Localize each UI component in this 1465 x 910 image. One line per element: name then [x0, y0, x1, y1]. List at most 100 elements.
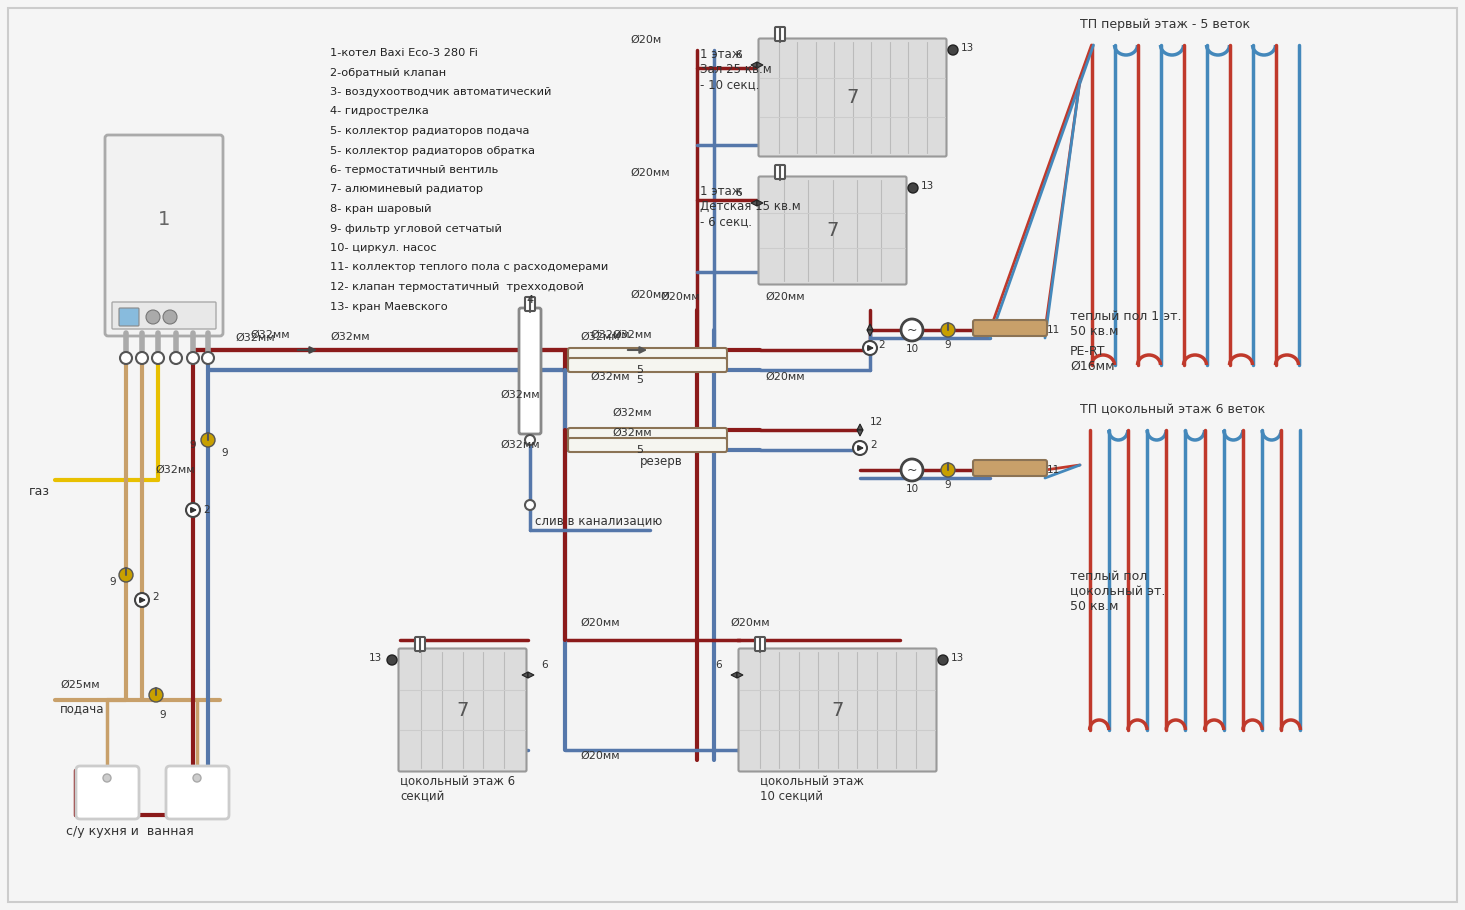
Text: с/у кухня и  ванная: с/у кухня и ванная [66, 825, 193, 838]
Text: 2: 2 [152, 592, 158, 602]
Text: 1 этаж
Зал 25 кв.м
- 10 секц.: 1 этаж Зал 25 кв.м - 10 секц. [700, 48, 772, 91]
Text: Ø20мм: Ø20мм [630, 290, 670, 300]
Text: Ø32мм: Ø32мм [612, 408, 652, 418]
Text: Ø32мм: Ø32мм [590, 372, 630, 382]
Polygon shape [867, 324, 873, 330]
FancyBboxPatch shape [759, 177, 907, 285]
Text: Ø32мм: Ø32мм [612, 330, 652, 340]
Circle shape [908, 183, 919, 193]
Text: 4- гидрострелка: 4- гидрострелка [330, 106, 429, 116]
Text: Ø20мм: Ø20мм [580, 751, 620, 761]
Circle shape [149, 688, 163, 702]
Text: 9: 9 [221, 448, 227, 458]
Text: Ø20мм: Ø20мм [730, 618, 769, 628]
Text: 11: 11 [1047, 325, 1061, 335]
Circle shape [186, 503, 201, 517]
Text: 7: 7 [456, 701, 469, 720]
FancyBboxPatch shape [759, 38, 946, 157]
Text: Ø20м: Ø20м [630, 35, 661, 45]
FancyBboxPatch shape [568, 428, 727, 442]
Text: 9- фильтр угловой сетчатый: 9- фильтр угловой сетчатый [330, 224, 502, 234]
Text: 1-котел Baxi Eco-3 280 Fi: 1-котел Baxi Eco-3 280 Fi [330, 48, 478, 58]
Text: 7: 7 [847, 88, 858, 107]
Text: 13: 13 [951, 653, 964, 663]
Text: 13: 13 [369, 653, 382, 663]
Text: Ø20мм: Ø20мм [765, 372, 804, 382]
FancyBboxPatch shape [775, 165, 785, 179]
Circle shape [853, 441, 867, 455]
Text: 10: 10 [905, 484, 919, 494]
Polygon shape [731, 672, 737, 678]
Polygon shape [867, 330, 873, 336]
Text: 9: 9 [110, 577, 116, 587]
Circle shape [120, 352, 132, 364]
Text: 5- коллектор радиаторов обратка: 5- коллектор радиаторов обратка [330, 146, 535, 156]
FancyBboxPatch shape [111, 302, 215, 329]
Text: слив в канализацию: слив в канализацию [535, 514, 662, 527]
Text: Ø32мм: Ø32мм [251, 330, 290, 340]
Circle shape [135, 593, 149, 607]
Circle shape [136, 352, 148, 364]
FancyBboxPatch shape [524, 297, 535, 311]
Text: Ø20мм: Ø20мм [580, 618, 620, 628]
Text: цокольный этаж 6
секций: цокольный этаж 6 секций [400, 775, 516, 803]
Text: 3- воздухоотводчик автоматический: 3- воздухоотводчик автоматический [330, 87, 551, 97]
Text: 9: 9 [945, 340, 951, 350]
Text: Ø32мм: Ø32мм [612, 428, 652, 438]
Text: подача: подача [60, 702, 104, 715]
FancyBboxPatch shape [76, 766, 139, 819]
Text: 11: 11 [1047, 465, 1061, 475]
Text: Ø25мм: Ø25мм [60, 680, 100, 690]
Text: 2: 2 [878, 340, 885, 350]
Circle shape [948, 45, 958, 55]
Text: 12- клапан термостатичный  трехходовой: 12- клапан термостатичный трехходовой [330, 282, 585, 292]
Text: Ø20мм: Ø20мм [630, 168, 670, 178]
FancyBboxPatch shape [738, 649, 936, 772]
Circle shape [901, 319, 923, 341]
Text: 5: 5 [636, 445, 643, 455]
Text: 2-обратный клапан: 2-обратный клапан [330, 67, 447, 77]
Text: 10- циркул. насос: 10- циркул. насос [330, 243, 437, 253]
Polygon shape [857, 424, 863, 430]
Text: Ø32мм: Ø32мм [501, 440, 541, 450]
Text: Ø32мм: Ø32мм [501, 390, 541, 400]
Circle shape [938, 655, 948, 665]
Text: 1 этаж
Детская 15 кв.м
- 6 секц.: 1 этаж Детская 15 кв.м - 6 секц. [700, 185, 801, 228]
Circle shape [524, 435, 535, 445]
FancyBboxPatch shape [973, 320, 1047, 336]
FancyBboxPatch shape [568, 358, 727, 372]
Circle shape [119, 568, 133, 582]
Circle shape [524, 500, 535, 510]
Text: Ø32мм: Ø32мм [330, 332, 369, 342]
Text: 13: 13 [921, 181, 935, 191]
Text: 1: 1 [158, 210, 170, 229]
Text: 5: 5 [636, 375, 643, 385]
Text: резерв: резерв [640, 455, 683, 468]
FancyBboxPatch shape [166, 766, 229, 819]
Text: 7: 7 [831, 701, 844, 720]
Circle shape [188, 352, 199, 364]
Polygon shape [752, 62, 757, 68]
Polygon shape [757, 62, 763, 68]
FancyBboxPatch shape [519, 308, 541, 434]
Text: 8- кран шаровый: 8- кран шаровый [330, 204, 432, 214]
Circle shape [387, 655, 397, 665]
Text: газ: газ [29, 485, 50, 498]
Circle shape [103, 774, 111, 782]
Text: 6: 6 [541, 660, 548, 670]
Polygon shape [857, 430, 863, 436]
FancyBboxPatch shape [568, 438, 727, 452]
Text: 12: 12 [870, 417, 883, 427]
Circle shape [941, 323, 955, 337]
FancyBboxPatch shape [775, 27, 785, 41]
Text: 6: 6 [715, 660, 722, 670]
Text: теплый пол
цокольный эт.
50 кв.м: теплый пол цокольный эт. 50 кв.м [1069, 570, 1165, 613]
Text: 9: 9 [160, 710, 167, 720]
Text: теплый пол 1 эт.
50 кв.м: теплый пол 1 эт. 50 кв.м [1069, 310, 1181, 338]
Text: 9: 9 [189, 440, 196, 450]
Polygon shape [522, 672, 527, 678]
Polygon shape [752, 200, 757, 206]
Polygon shape [527, 672, 535, 678]
Text: 5- коллектор радиаторов подача: 5- коллектор радиаторов подача [330, 126, 529, 136]
FancyBboxPatch shape [568, 348, 727, 362]
